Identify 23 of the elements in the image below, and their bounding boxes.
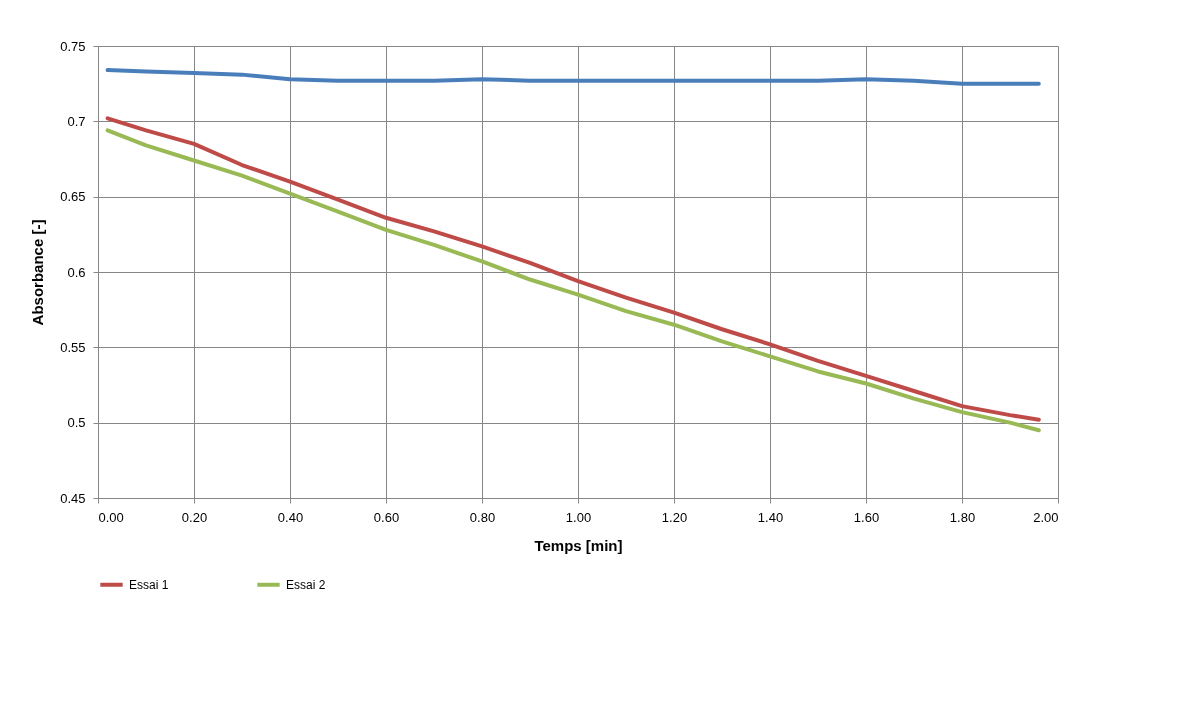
- x-tick-label: 1.60: [853, 509, 880, 525]
- y-tick-label: 0.7: [67, 113, 86, 129]
- x-tick-label: 1.80: [949, 509, 976, 525]
- x-tick-label: 0.40: [277, 509, 304, 525]
- y-tick-label: 0.5: [67, 415, 86, 431]
- x-tick-label: 0.00: [98, 509, 124, 525]
- x-tick-label: 0.60: [373, 509, 400, 525]
- x-tick-label: 1.20: [661, 509, 688, 525]
- legend-label: Essai 2: [286, 577, 326, 592]
- y-tick-label: 0.45: [60, 490, 86, 506]
- y-axis-title: Absorbance [-]: [29, 219, 47, 326]
- y-tick-label: 0.65: [60, 189, 86, 205]
- x-tick-label: 1.40: [757, 509, 784, 525]
- x-tick-label: 1.00: [565, 509, 592, 525]
- x-tick-label: 0.80: [469, 509, 496, 525]
- x-tick-label: 2.00: [1033, 509, 1059, 525]
- y-tick-label: 0.55: [60, 339, 86, 355]
- y-tick-label: 0.6: [67, 264, 86, 280]
- line-series: [105, 68, 1041, 86]
- legend-label: Essai 1: [129, 577, 169, 592]
- x-axis-title: Temps [min]: [534, 536, 623, 554]
- x-tick-label: 0.20: [181, 509, 208, 525]
- y-tick-label: 0.75: [60, 38, 86, 54]
